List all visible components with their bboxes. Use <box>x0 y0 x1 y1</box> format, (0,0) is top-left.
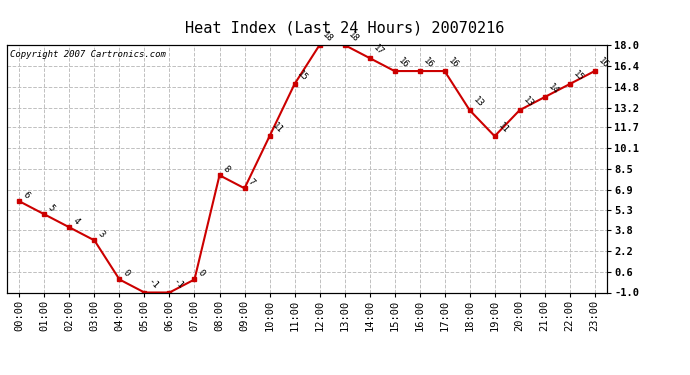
Text: 16: 16 <box>421 56 435 70</box>
Text: 16: 16 <box>396 56 410 70</box>
Text: 11: 11 <box>271 121 285 135</box>
Text: 15: 15 <box>571 69 585 83</box>
Text: 18: 18 <box>346 30 360 44</box>
Text: 15: 15 <box>296 69 310 83</box>
Text: -1: -1 <box>146 277 160 291</box>
Text: 16: 16 <box>596 56 610 70</box>
Text: 13: 13 <box>471 95 485 109</box>
Text: 5: 5 <box>46 203 56 213</box>
Text: 16: 16 <box>446 56 460 70</box>
Text: 6: 6 <box>21 190 31 200</box>
Text: 0: 0 <box>196 268 206 278</box>
Text: Heat Index (Last 24 Hours) 20070216: Heat Index (Last 24 Hours) 20070216 <box>186 21 504 36</box>
Text: 3: 3 <box>96 229 106 239</box>
Text: 7: 7 <box>246 177 256 187</box>
Text: 11: 11 <box>496 121 510 135</box>
Text: 13: 13 <box>521 95 535 109</box>
Text: Copyright 2007 Cartronics.com: Copyright 2007 Cartronics.com <box>10 50 166 59</box>
Text: -1: -1 <box>171 277 185 291</box>
Text: 18: 18 <box>321 30 335 44</box>
Text: 0: 0 <box>121 268 131 278</box>
Text: 4: 4 <box>71 216 81 226</box>
Text: 17: 17 <box>371 43 385 57</box>
Text: 8: 8 <box>221 164 231 174</box>
Text: 14: 14 <box>546 82 560 96</box>
